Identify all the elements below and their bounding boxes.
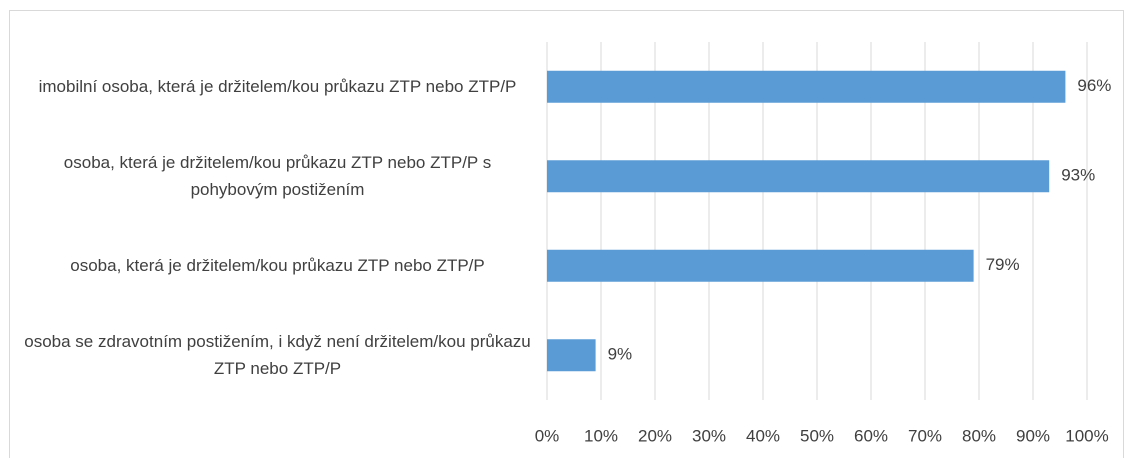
x-tick-label: 90%: [1016, 426, 1050, 445]
x-tick-label: 10%: [584, 426, 618, 445]
x-tick-label: 40%: [746, 426, 780, 445]
bar: [547, 70, 1066, 103]
category-label: osoba, která je držitelem/kou průkazu ZT…: [63, 153, 492, 200]
x-tick-label: 20%: [638, 426, 672, 445]
bar: [547, 339, 596, 372]
value-label: 9%: [608, 345, 633, 364]
value-label: 79%: [986, 255, 1020, 274]
x-tick-label: 100%: [1065, 426, 1108, 445]
category-label: osoba, která je držitelem/kou průkazu ZT…: [70, 256, 485, 276]
value-label: 96%: [1077, 76, 1111, 95]
x-tick-label: 30%: [692, 426, 726, 445]
x-tick-label: 50%: [800, 426, 834, 445]
bar: [547, 249, 974, 282]
x-tick-label: 80%: [962, 426, 996, 445]
x-tick-label: 70%: [908, 426, 942, 445]
x-tick-label: 0%: [535, 426, 560, 445]
value-label: 93%: [1061, 166, 1095, 185]
category-label: imobilní osoba, která je držitelem/kou p…: [38, 77, 517, 97]
bar: [547, 160, 1050, 193]
x-tick-label: 60%: [854, 426, 888, 445]
category-label: osoba se zdravotním postižením, i když n…: [24, 332, 531, 379]
frame: [9, 10, 1124, 458]
